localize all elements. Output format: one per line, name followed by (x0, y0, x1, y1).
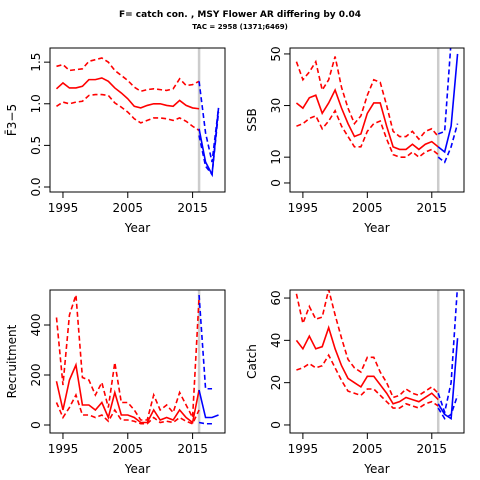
y-axis-label: Recruitment (5, 324, 19, 398)
series-line (295, 325, 439, 405)
y-tick-label: 200 (29, 364, 43, 387)
y-tick-label: 30 (269, 98, 283, 113)
x-tick-label: 2015 (417, 442, 448, 456)
series-line (56, 93, 200, 132)
series-line (55, 77, 200, 110)
y-tick-label: 20 (269, 375, 283, 390)
series-line (56, 57, 200, 93)
x-axis-label: Year (363, 221, 389, 235)
x-axis-label: Year (124, 462, 150, 476)
y-axis-label: F̄3−5 (5, 104, 19, 136)
x-tick-label: 2005 (352, 442, 383, 456)
panel: 0 200 400 1995 2005 2015 Year Recruitment (5, 289, 226, 476)
y-tick-label: 1.0 (29, 94, 43, 113)
x-tick-label: 2005 (352, 201, 383, 215)
y-tick-label: 0 (29, 421, 43, 429)
x-tick-label: 2005 (113, 442, 144, 456)
y-axis-label: SSB (245, 108, 259, 131)
series-line (296, 353, 439, 409)
y-tick-label: 40 (269, 333, 283, 348)
x-tick-label: 2015 (177, 442, 208, 456)
series-line (55, 362, 200, 424)
y-axis-label: Catch (245, 344, 259, 379)
y-tick-label: 400 (29, 314, 43, 337)
series-line (295, 88, 439, 151)
y-tick-label: 10 (269, 150, 283, 165)
plot-area (295, 290, 459, 433)
series-line (198, 294, 213, 390)
series-line (198, 421, 213, 425)
plot-frame (49, 47, 226, 193)
x-tick-label: 1995 (48, 442, 79, 456)
plot-area (55, 48, 220, 192)
x-tick-label: 2005 (113, 201, 144, 215)
panel: 0.0 0.5 1.0 1.5 1995 2005 2015 Year F̄3−5 (5, 47, 226, 235)
plot-frame (289, 47, 465, 193)
series-line (437, 290, 459, 416)
y-tick-label: 0.5 (29, 136, 43, 155)
plot-frame (289, 289, 465, 434)
series-line (437, 53, 459, 154)
series-line (198, 81, 220, 163)
series-line (437, 395, 459, 420)
series-line (437, 48, 452, 135)
x-tick-label: 1995 (288, 442, 319, 456)
x-tick-label: 1995 (288, 201, 319, 215)
panel: 0 10 30 50 1995 2005 2015 Year SSB (245, 46, 465, 235)
series-line (55, 392, 200, 425)
plot-frame (49, 289, 226, 434)
x-tick-label: 2015 (417, 201, 448, 215)
y-tick-label: 0.0 (29, 177, 43, 196)
x-axis-label: Year (363, 462, 389, 476)
plot-area (295, 48, 459, 192)
series-line (437, 123, 459, 164)
y-tick-label: 0 (269, 179, 283, 187)
x-axis-label: Year (124, 221, 150, 235)
series-line (198, 389, 219, 419)
y-tick-label: 1.5 (29, 53, 43, 72)
y-tick-label: 50 (269, 46, 283, 61)
y-tick-label: 60 (269, 290, 283, 305)
figure-subtitle: TAC = 2958 (1371;6469) (192, 23, 288, 31)
series-line (296, 108, 439, 159)
x-tick-label: 1995 (48, 201, 79, 215)
x-tick-label: 2015 (177, 201, 208, 215)
y-tick-label: 0 (269, 421, 283, 429)
panel: 0 20 40 60 1995 2005 2015 Year Catch (245, 289, 465, 476)
series-line (295, 56, 439, 141)
series-line (437, 338, 459, 421)
series-line (198, 112, 220, 177)
series-line (295, 290, 439, 399)
plot-area (55, 290, 219, 433)
figure-title: F= catch con. , MSY Flower AR differing … (119, 10, 361, 20)
